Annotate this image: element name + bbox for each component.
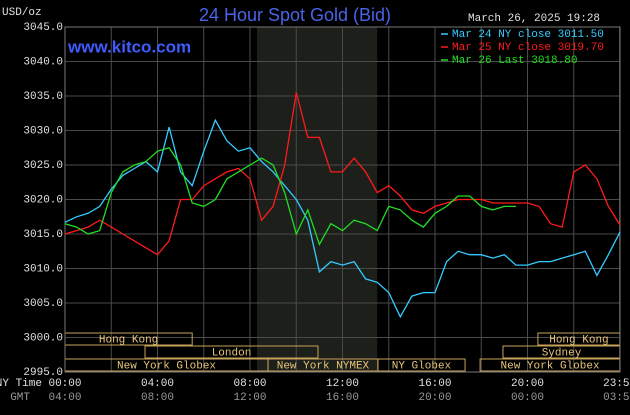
y-axis-label: USD/oz — [2, 7, 42, 19]
session-label: New York Globex — [501, 360, 600, 372]
y-tick-label: 3020.0 — [23, 194, 63, 206]
y-tick-label: 3015.0 — [23, 229, 63, 241]
gmt-tick-label: 12:00 — [233, 392, 266, 404]
chart-title: 24 Hour Spot Gold (Bid) — [199, 5, 391, 25]
y-tick-label: 3035.0 — [23, 91, 63, 103]
legend-entry: Mar 25 NY close 3019.70 — [452, 42, 604, 54]
y-tick-label: 3030.0 — [23, 125, 63, 137]
x-tick-label: 00:00 — [48, 378, 81, 390]
y-tick-label: 3040.0 — [23, 56, 63, 68]
y-tick-label: 2995.0 — [23, 367, 63, 379]
gmt-tick-label: 00:00 — [511, 392, 544, 404]
y-tick-label: 3025.0 — [23, 160, 63, 172]
session-label: Hong Kong — [99, 334, 158, 346]
y-tick-label: 3000.0 — [23, 332, 63, 344]
y-tick-label: 3005.0 — [23, 298, 63, 310]
y-tick-label: 3045.0 — [23, 22, 63, 34]
x-tick-label: 16:00 — [418, 378, 451, 390]
session-label: New York Globex — [117, 360, 216, 372]
price-line — [64, 92, 621, 256]
gmt-tick-label: 04:00 — [48, 392, 81, 404]
session-label: New York NYMEX — [277, 360, 370, 372]
legend-entry: Mar 26 Last 3018.80 — [452, 55, 577, 67]
gmt-tick-label: 20:00 — [418, 392, 451, 404]
gmt-row-label: GMT — [10, 392, 30, 404]
y-tick-label: 3010.0 — [23, 263, 63, 275]
session-label: Sydney — [542, 347, 582, 359]
price-line — [64, 147, 516, 247]
session-box — [377, 358, 466, 372]
session-label: London — [212, 347, 252, 359]
session-box — [144, 345, 319, 359]
site-link: www.kitco.com — [67, 37, 191, 56]
x-row-label: NY Time — [0, 378, 42, 390]
x-tick-label: 04:00 — [141, 378, 174, 390]
legend-entry: Mar 24 NY close 3011.50 — [452, 29, 604, 41]
plot-frame — [64, 26, 621, 373]
x-tick-label: 08:00 — [233, 378, 266, 390]
gmt-tick-label: 03:59 — [603, 392, 630, 404]
x-tick-label: 12:00 — [326, 378, 359, 390]
gmt-tick-label: 16:00 — [326, 392, 359, 404]
gmt-tick-label: 08:00 — [141, 392, 174, 404]
session-label: NY Globex — [392, 360, 452, 372]
x-tick-label: 23:59 — [603, 378, 630, 390]
x-tick-label: 20:00 — [511, 378, 544, 390]
price-line — [64, 118, 621, 319]
session-label: Hong Kong — [549, 334, 608, 346]
timestamp: March 26, 2025 19:28 — [468, 13, 600, 25]
